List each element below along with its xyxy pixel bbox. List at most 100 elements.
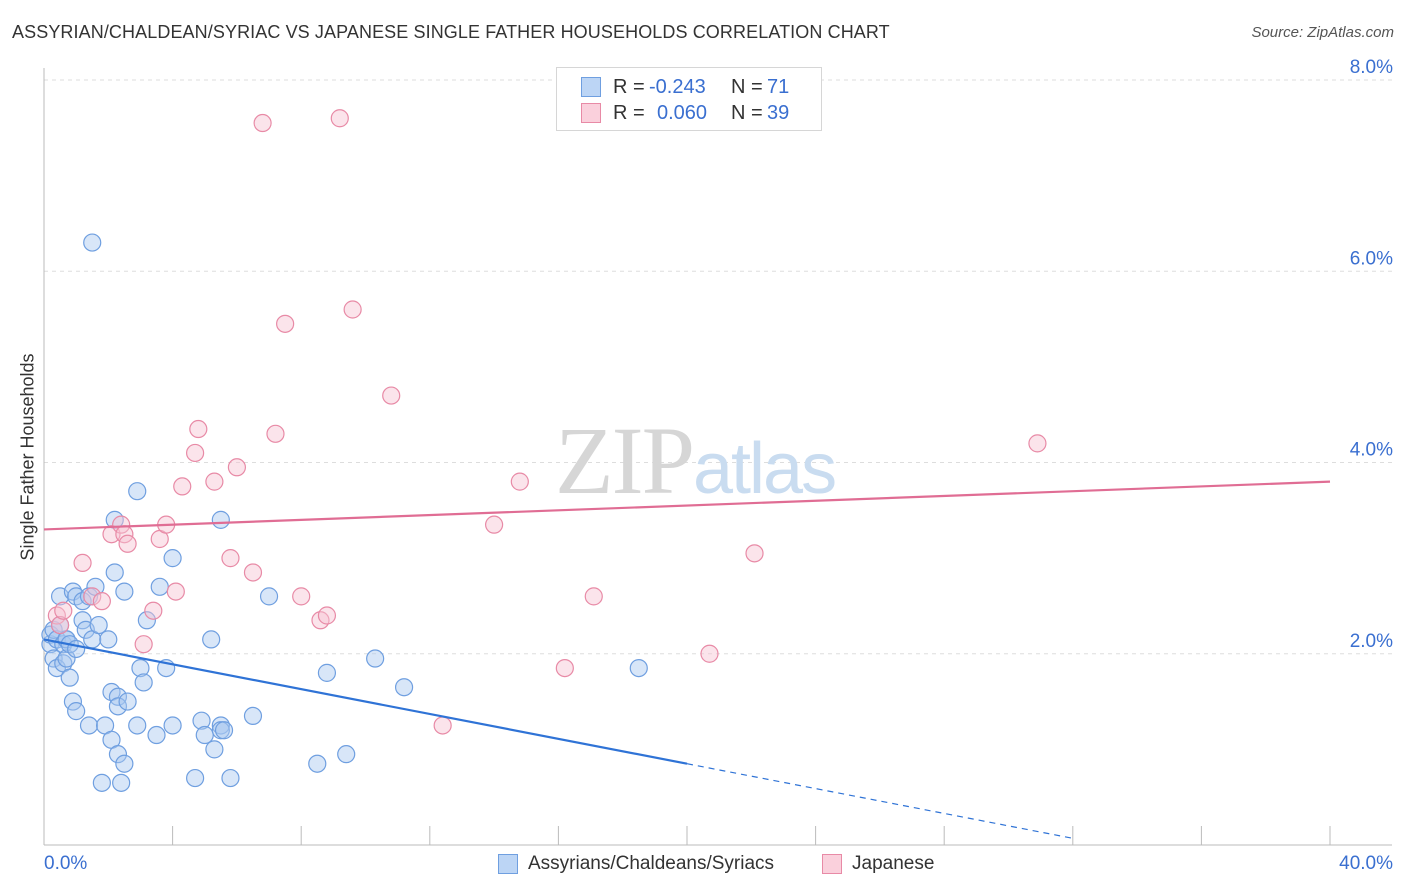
series-label-japanese: Japanese [852, 853, 935, 874]
watermark-atlas: atlas [693, 429, 837, 509]
data-point-japanese [83, 587, 102, 606]
data-point-japanese [189, 419, 208, 439]
data-point-japanese [700, 644, 719, 663]
data-point-japanese [73, 553, 92, 573]
data-point-assyrians [629, 658, 648, 678]
data-point-japanese [144, 601, 163, 620]
watermark-zip: ZIP [555, 407, 695, 514]
watermark: ZIPatlas [555, 405, 837, 516]
series-legend-assyrians: Assyrians/Chaldeans/Syriacs [498, 852, 774, 876]
data-point-japanese [382, 386, 401, 405]
data-point-japanese [433, 716, 452, 735]
data-point-assyrians [105, 563, 124, 582]
data-point-japanese [276, 314, 295, 333]
data-point-assyrians [89, 615, 108, 635]
data-point-assyrians [108, 697, 128, 716]
data-point-assyrians [137, 611, 156, 630]
data-point-japanese [186, 443, 205, 463]
data-point-assyrians [79, 716, 99, 735]
series-legend-japanese: Japanese [822, 852, 934, 876]
legend-r-label: R = [613, 101, 645, 124]
data-point-assyrians [147, 725, 166, 745]
data-point-assyrians [317, 663, 337, 682]
data-point-assyrians [67, 639, 86, 659]
data-point-assyrians [221, 768, 240, 788]
data-point-japanese [343, 300, 362, 319]
data-point-assyrians [205, 740, 224, 759]
tick-labels: 2.0% 4.0% 6.0% 8.0% 0.0% 40.0% [44, 57, 1393, 874]
data-point-japanese [205, 472, 224, 491]
legend-r-value: -0.243 [649, 75, 706, 98]
data-point-assyrians [214, 721, 234, 740]
source-label: Source: ZipAtlas.com [1251, 24, 1394, 41]
data-point-japanese [134, 635, 153, 654]
data-point-assyrians [118, 692, 137, 711]
data-point-assyrians [259, 587, 279, 606]
y-tick-label: 6.0% [1350, 248, 1393, 269]
chart-title: ASSYRIAN/CHALDEAN/SYRIAC VS JAPANESE SIN… [12, 22, 890, 42]
data-point-assyrians [108, 687, 128, 706]
data-point-japanese [485, 515, 504, 534]
data-point-assyrians [99, 630, 118, 649]
data-point-japanese [1028, 434, 1047, 453]
data-point-japanese [118, 534, 137, 553]
data-point-assyrians [60, 668, 79, 687]
data-point-japanese [92, 592, 111, 611]
data-point-assyrians [115, 754, 134, 773]
legend-swatch-assyrians [581, 77, 601, 97]
data-point-assyrians [134, 673, 153, 692]
data-point-japanese [50, 615, 70, 635]
correlation-legend: R = -0.243 N = 71 R = 0.060 N = 39 [556, 67, 822, 131]
data-point-assyrians [163, 716, 182, 735]
series-label-assyrians: Assyrians/Chaldeans/Syriacs [528, 853, 775, 874]
data-point-japanese [227, 458, 246, 477]
data-point-japanese [166, 582, 185, 601]
data-point-assyrians [115, 582, 134, 601]
data-point-assyrians [192, 711, 211, 730]
y-tick-label: 8.0% [1350, 57, 1393, 78]
legend-swatch-japanese [581, 103, 601, 123]
data-point-japanese [112, 515, 131, 534]
data-point-assyrians [131, 658, 150, 678]
data-point-japanese [292, 587, 311, 606]
data-points [41, 109, 1047, 792]
data-point-japanese [102, 525, 121, 544]
data-point-assyrians [150, 577, 169, 596]
data-point-assyrians [366, 649, 385, 668]
data-point-assyrians [128, 482, 147, 501]
data-point-japanese [510, 472, 529, 491]
trend-line-extension-assyrians [686, 763, 1073, 839]
data-point-assyrians [186, 768, 205, 788]
series-swatch-japanese [822, 854, 842, 874]
trend-line-japanese [43, 480, 1331, 531]
x-tick-label-max: 40.0% [1339, 853, 1393, 874]
y-tick-label: 2.0% [1350, 631, 1393, 652]
legend-n-label: N = [731, 75, 763, 98]
data-point-assyrians [112, 773, 131, 792]
data-point-assyrians [92, 773, 111, 792]
legend-n-label: N = [731, 101, 763, 124]
legend-n-value: 71 [767, 75, 790, 98]
series-swatch-assyrians [498, 854, 518, 874]
data-point-japanese [253, 113, 272, 133]
data-point-assyrians [163, 549, 182, 568]
data-point-assyrians [57, 649, 76, 668]
data-point-assyrians [128, 716, 147, 735]
data-point-assyrians [83, 233, 102, 252]
data-point-japanese [555, 658, 574, 678]
data-point-assyrians [202, 630, 221, 649]
legend-row-assyrians: R = -0.243 N = 71 [581, 75, 789, 99]
data-point-japanese [221, 549, 240, 568]
data-point-assyrians [243, 706, 263, 726]
data-point-assyrians [394, 678, 414, 697]
y-axis-label: Single Father Households [17, 353, 38, 561]
legend-n-value: 39 [767, 101, 790, 124]
data-point-assyrians [211, 510, 230, 529]
data-point-japanese [54, 601, 73, 620]
data-point-japanese [330, 109, 349, 128]
trend-lines [43, 480, 1331, 839]
data-point-assyrians [308, 754, 327, 773]
data-point-japanese [266, 424, 285, 443]
data-point-japanese [584, 587, 603, 606]
